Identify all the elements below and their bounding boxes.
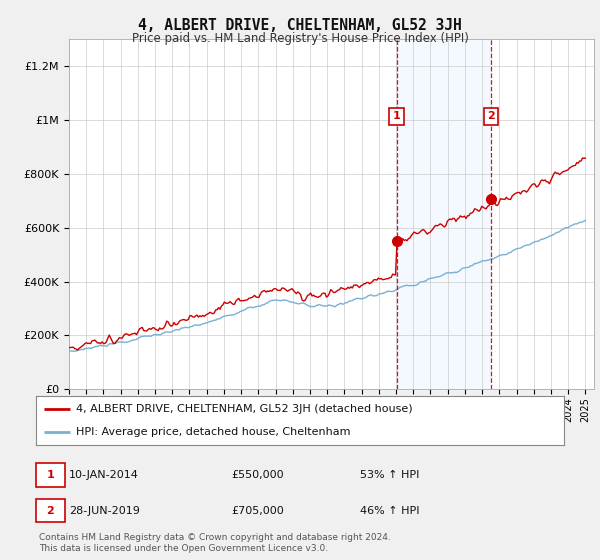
Text: Contains HM Land Registry data © Crown copyright and database right 2024.
This d: Contains HM Land Registry data © Crown c… [39, 533, 391, 553]
Text: HPI: Average price, detached house, Cheltenham: HPI: Average price, detached house, Chel… [76, 427, 350, 437]
Text: 2: 2 [47, 506, 54, 516]
Text: 46% ↑ HPI: 46% ↑ HPI [360, 506, 419, 516]
Text: 4, ALBERT DRIVE, CHELTENHAM, GL52 3JH (detached house): 4, ALBERT DRIVE, CHELTENHAM, GL52 3JH (d… [76, 404, 412, 414]
Text: £705,000: £705,000 [231, 506, 284, 516]
Bar [397, 39, 491, 389]
Text: 53% ↑ HPI: 53% ↑ HPI [360, 470, 419, 480]
Text: 1: 1 [47, 470, 54, 480]
Text: £550,000: £550,000 [231, 470, 284, 480]
Text: 10-JAN-2014: 10-JAN-2014 [69, 470, 139, 480]
Text: 2: 2 [487, 111, 494, 121]
Text: Price paid vs. HM Land Registry's House Price Index (HPI): Price paid vs. HM Land Registry's House … [131, 32, 469, 45]
Text: 4, ALBERT DRIVE, CHELTENHAM, GL52 3JH: 4, ALBERT DRIVE, CHELTENHAM, GL52 3JH [138, 18, 462, 33]
Text: 28-JUN-2019: 28-JUN-2019 [69, 506, 140, 516]
Text: 1: 1 [392, 111, 400, 121]
